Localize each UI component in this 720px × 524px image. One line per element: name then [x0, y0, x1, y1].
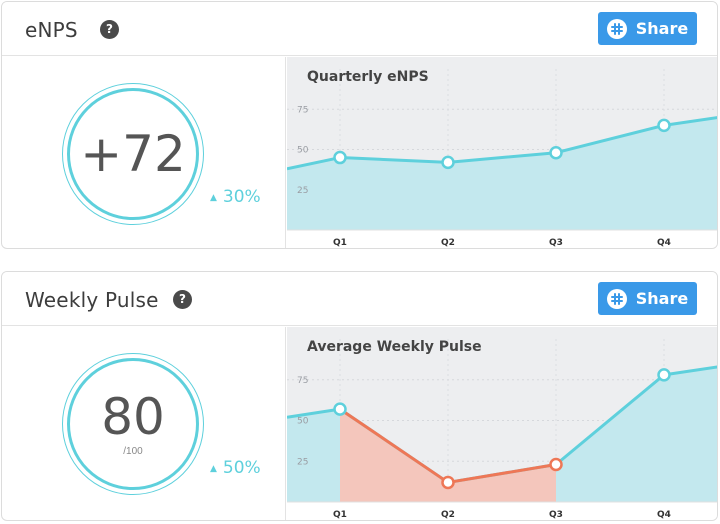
x-tick-label: Q3 [549, 510, 563, 520]
data-point [333, 150, 347, 165]
x-tick-label: Q4 [657, 238, 671, 248]
x-tick-label: Q2 [441, 238, 455, 248]
pulse-delta: ▲ 50% [210, 458, 261, 478]
slack-icon [606, 288, 627, 309]
pulse-card: Weekly Pulse ? Share 80 /10 [1, 271, 718, 521]
y-tick-label: 50 [297, 146, 309, 156]
share-label: Share [635, 19, 689, 38]
pulse-title: Weekly Pulse [25, 288, 159, 312]
pulse-score-suffix: /100 [123, 445, 143, 457]
x-tick-label: Q3 [549, 238, 563, 248]
pulse-share-button[interactable]: Share [598, 282, 697, 315]
enps-card-header: eNPS ? Share [2, 2, 717, 56]
pulse-score-panel: 80 /100 ▲ 50% [2, 327, 286, 520]
enps-delta: ▲ 30% [210, 187, 261, 207]
data-point [549, 457, 563, 472]
data-point [333, 402, 347, 416]
pulse-chart: 25 50 75 Q1 Q2 Q3 Q4 Average Weekly Pulse [287, 327, 717, 520]
data-point [657, 368, 671, 382]
data-point [549, 145, 563, 160]
pulse-card-body: 80 /100 ▲ 50% 25 50 75 Q1 Q2 Q3 Q4 Average Week… [2, 327, 717, 520]
pulse-chart-svg: 25 50 75 Q1 Q2 Q3 Q4 [287, 339, 717, 520]
pulse-chart-title: Average Weekly Pulse [307, 339, 482, 355]
pulse-score-ring: 80 /100 [62, 353, 204, 495]
help-icon[interactable]: ? [100, 20, 119, 39]
triangle-up-icon: ▲ [210, 464, 217, 474]
data-point [657, 118, 671, 133]
data-point [441, 155, 455, 170]
decline-area [340, 409, 556, 502]
enps-score-panel: +72 ▲ 30% [2, 57, 286, 248]
enps-card: eNPS ? Share +72 [1, 1, 718, 249]
pulse-score: 80 [101, 387, 165, 446]
enps-chart-svg: 25 50 75 Q1 Q2 Q3 Q4 [287, 69, 717, 248]
share-label: Share [635, 289, 689, 308]
enps-card-body: +72 ▲ 30% 25 50 75 Q1 Q2 Q3 Q4 Quarterly eNPS [2, 57, 717, 248]
data-point [441, 475, 455, 490]
y-tick-label: 75 [297, 105, 308, 115]
enps-share-button[interactable]: Share [598, 12, 697, 45]
area-fill [287, 117, 717, 230]
x-axis-band [287, 502, 717, 520]
triangle-up-icon: ▲ [210, 193, 217, 203]
slack-icon [606, 18, 627, 39]
enps-delta-value: 30% [222, 187, 261, 207]
y-tick-label: 25 [297, 457, 308, 467]
y-tick-label: 50 [297, 417, 309, 427]
enps-chart-title: Quarterly eNPS [307, 69, 429, 85]
x-tick-label: Q1 [333, 238, 347, 248]
y-tick-label: 25 [297, 186, 308, 196]
pulse-delta-value: 50% [222, 458, 261, 478]
enps-score-ring: +72 [62, 83, 204, 225]
enps-title: eNPS [25, 18, 78, 42]
y-tick-label: 75 [297, 376, 308, 386]
x-tick-label: Q2 [441, 510, 455, 520]
series-line [287, 116, 717, 171]
x-axis-band [287, 230, 717, 248]
help-icon[interactable]: ? [173, 290, 192, 309]
pulse-card-header: Weekly Pulse ? Share [2, 272, 717, 326]
x-tick-label: Q1 [333, 510, 347, 520]
x-tick-label: Q4 [657, 510, 671, 520]
enps-chart: 25 50 75 Q1 Q2 Q3 Q4 Quarterly eNPS [287, 57, 717, 248]
enps-score: +72 [80, 125, 186, 183]
